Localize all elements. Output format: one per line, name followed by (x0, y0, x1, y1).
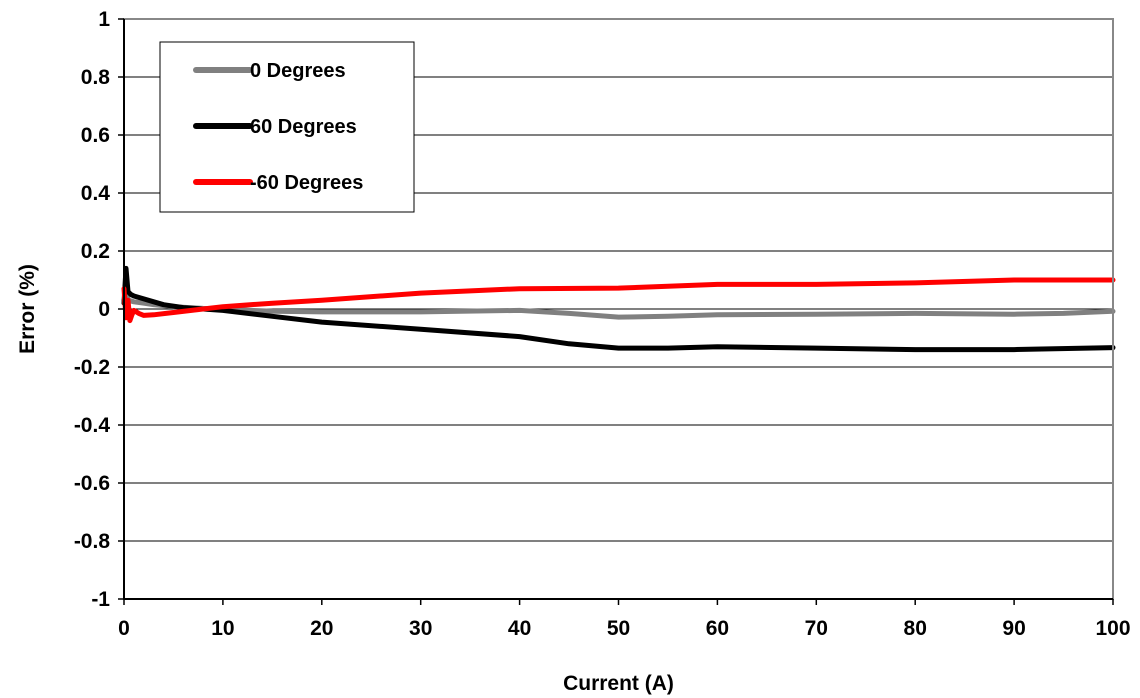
y-tick-label: -0.2 (74, 356, 110, 379)
series-line-60-degrees (121, 265, 1116, 353)
y-tick-label: 0.8 (81, 66, 111, 89)
y-tick-label: -1 (91, 588, 110, 611)
x-tick-label: 60 (706, 617, 729, 640)
y-tick-label: 0.4 (81, 182, 111, 205)
legend: 0 Degrees 60 Degrees -60 Degrees (159, 41, 415, 213)
x-axis: 0 10 20 30 40 50 60 70 80 90 100 (118, 598, 1131, 640)
y-tick-label: 0.2 (81, 240, 110, 263)
y-tick-label: 0.6 (81, 124, 110, 147)
y-tick-label: 0 (98, 298, 110, 321)
series-line-0-degrees (121, 292, 1116, 320)
y-tick-label: -0.8 (74, 530, 111, 553)
x-axis-title: Current (A) (563, 672, 674, 695)
x-tick-label: 70 (805, 617, 828, 640)
legend-label: -60 Degrees (250, 172, 363, 194)
x-tick-label: 40 (508, 617, 531, 640)
x-tick-label: 50 (607, 617, 630, 640)
x-tick-label: 0 (118, 617, 130, 640)
y-tick-label: -0.6 (74, 472, 110, 495)
x-tick-label: 90 (1002, 617, 1025, 640)
x-tick-label: 10 (211, 617, 234, 640)
y-tick-label: 1 (98, 8, 110, 31)
legend-label: 0 Degrees (250, 60, 346, 82)
y-tick-label: -0.4 (74, 414, 111, 437)
series-line-60-degrees (121, 277, 1116, 324)
x-tick-label: 30 (409, 617, 432, 640)
y-axis: 1 0.8 0.6 0.4 0.2 0 -0.2 -0.4 -0.6 -0.8 -1 (74, 8, 125, 611)
x-tick-label: 80 (904, 617, 927, 640)
legend-label: 60 Degrees (250, 116, 357, 138)
series-lines (121, 265, 1116, 353)
x-tick-label: 20 (310, 617, 333, 640)
x-tick-label: 100 (1095, 617, 1130, 640)
y-axis-title: Error (%) (16, 264, 39, 354)
